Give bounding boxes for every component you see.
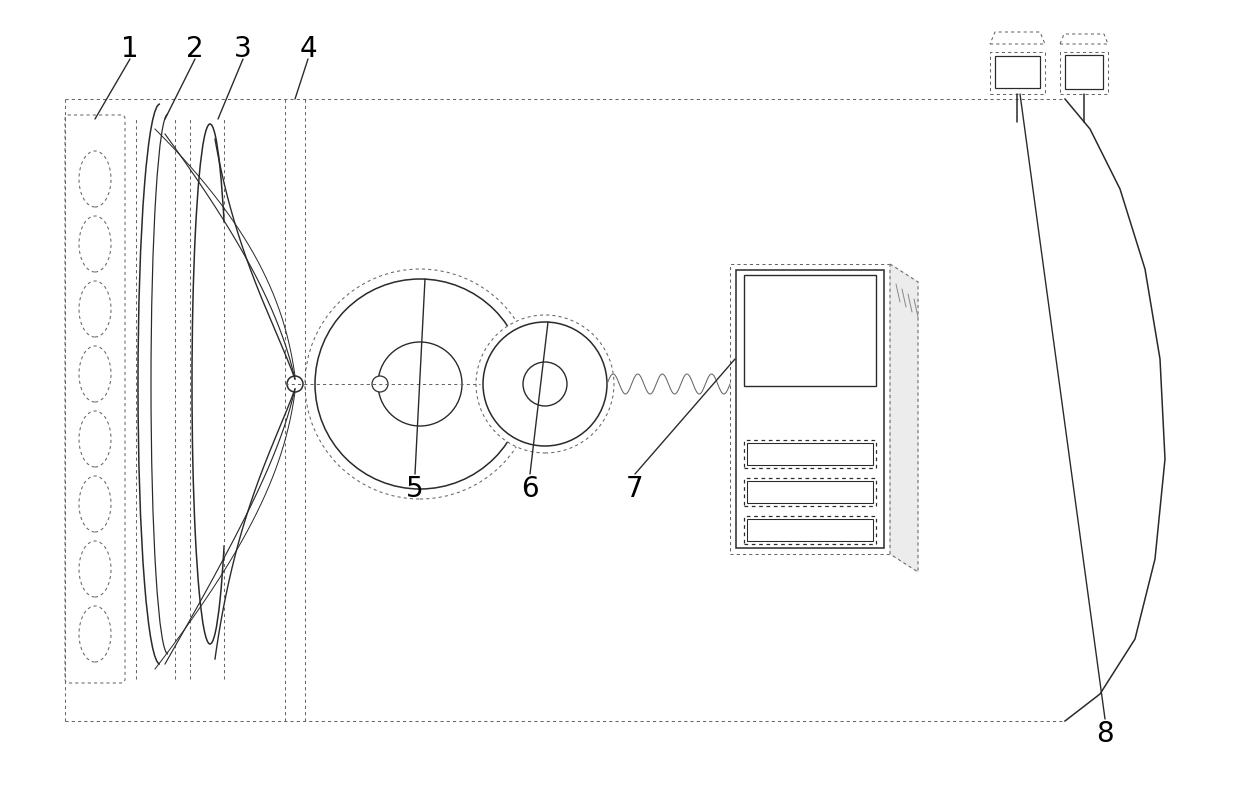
Bar — [746, 443, 873, 465]
Circle shape — [286, 376, 303, 392]
Polygon shape — [890, 264, 918, 572]
Text: 2: 2 — [186, 35, 203, 63]
Ellipse shape — [484, 322, 608, 446]
Bar — [746, 519, 873, 541]
Text: 6: 6 — [521, 475, 539, 503]
Ellipse shape — [305, 269, 534, 499]
Bar — [1060, 52, 1109, 94]
Text: 3: 3 — [234, 35, 252, 63]
Bar — [994, 56, 1040, 88]
Bar — [744, 440, 875, 468]
Bar — [744, 516, 875, 544]
Text: 8: 8 — [1096, 720, 1114, 748]
Ellipse shape — [378, 342, 463, 426]
Text: 7: 7 — [626, 475, 644, 503]
Bar — [730, 264, 890, 554]
Bar — [744, 275, 875, 386]
Text: 4: 4 — [299, 35, 316, 63]
Text: 5: 5 — [407, 475, 424, 503]
Bar — [990, 52, 1045, 94]
Bar — [746, 481, 873, 503]
Ellipse shape — [523, 362, 567, 406]
Text: 1: 1 — [122, 35, 139, 63]
Ellipse shape — [476, 315, 614, 453]
Circle shape — [372, 376, 388, 392]
Bar — [744, 478, 875, 506]
Ellipse shape — [315, 279, 525, 489]
Bar — [737, 270, 884, 548]
Bar — [1065, 55, 1104, 89]
